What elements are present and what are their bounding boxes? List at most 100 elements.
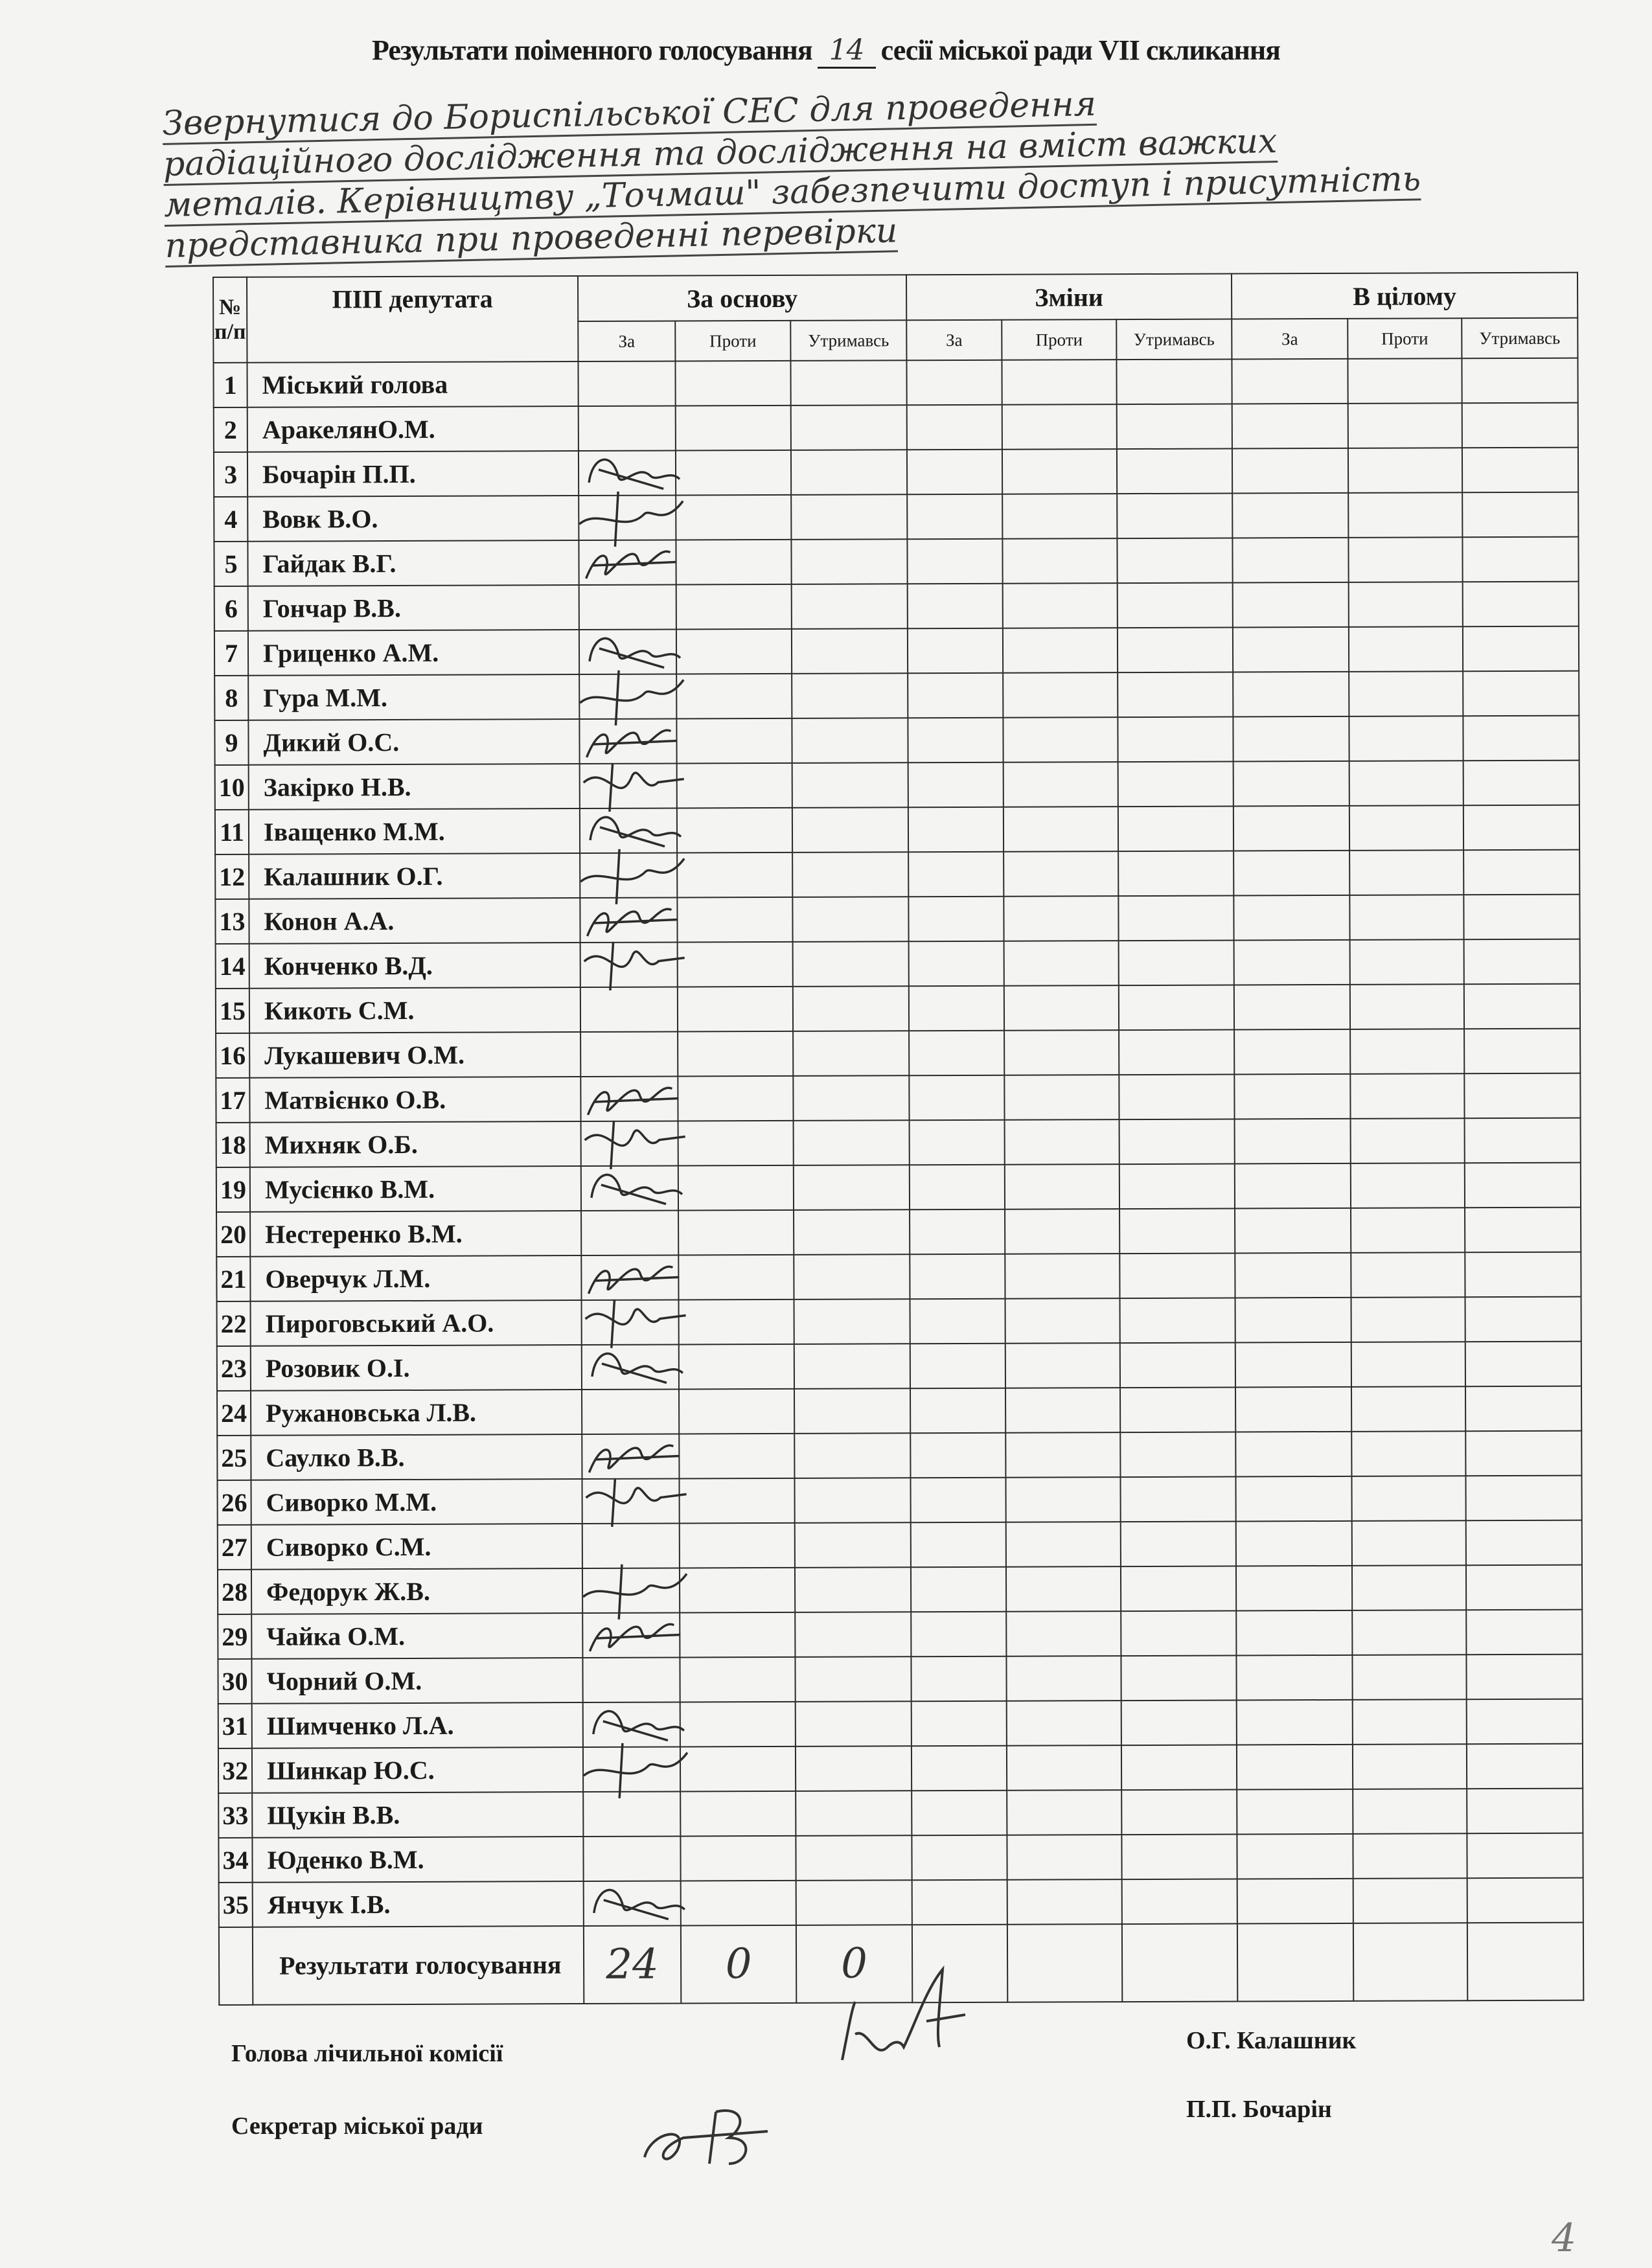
vote-cell (1462, 626, 1579, 672)
row-number: 14 (215, 943, 249, 989)
vote-cell (791, 494, 908, 540)
vote-cell (1351, 1476, 1466, 1521)
row-number: 30 (218, 1658, 252, 1704)
vote-cell (1007, 1879, 1122, 1925)
vote-cell (796, 1835, 912, 1881)
vote-cell (1005, 1566, 1121, 1612)
vote-cell (1462, 358, 1578, 404)
vote-cell (1234, 1163, 1351, 1209)
vote-cell (1006, 1656, 1121, 1701)
table-row: 22 Пироговський А.О. (216, 1296, 1581, 1348)
subcol-header: Утримавсь (790, 320, 907, 361)
vote-cell (581, 1299, 686, 1348)
signature (586, 1086, 679, 1116)
table-row: 2 АракелянО.М. (213, 402, 1578, 452)
table-row: 8 Гура М.М. (214, 670, 1579, 726)
table-row: 9 Дикий О.С. (214, 715, 1579, 765)
signature (579, 491, 684, 547)
vote-cell (1121, 1923, 1238, 2002)
row-number: 10 (214, 764, 249, 810)
vote-cell (1353, 1833, 1467, 1879)
subcol-header: Утримавсь (1462, 317, 1578, 359)
vote-cell (794, 1388, 911, 1434)
vote-cell (909, 1164, 1005, 1210)
vote-cell (579, 491, 684, 547)
row-number: 32 (218, 1748, 253, 1793)
vote-cell (1467, 1788, 1583, 1834)
table-row: 30 Чорний О.М. (218, 1654, 1583, 1704)
vote-cell (1462, 581, 1579, 627)
vote-cell (907, 494, 1003, 540)
vote-cell (793, 1165, 910, 1210)
vote-cell (912, 1879, 1007, 1925)
vote-cell (579, 670, 685, 726)
signature (582, 1564, 688, 1620)
vote-cell (1467, 1833, 1583, 1879)
vote-cell (909, 1119, 1005, 1165)
deputy-name: Чайка О.М. (251, 1613, 583, 1659)
vote-cell (1119, 1029, 1235, 1075)
vote-cell (580, 1165, 683, 1211)
vote-cell (1351, 1342, 1465, 1387)
counting-chair-name: О.Г. Калашник (1186, 2027, 1357, 2054)
vote-cell (1004, 1075, 1119, 1120)
deputy-name: Пироговський А.О. (250, 1300, 582, 1346)
vote-cell (1235, 1386, 1352, 1432)
vote-cell (1119, 1074, 1235, 1120)
row-number: 24 (217, 1390, 251, 1436)
signature (589, 816, 682, 848)
vote-cell (911, 1611, 1007, 1657)
vote-cell (1465, 1430, 1582, 1476)
signature (592, 1710, 685, 1742)
vote-cell (794, 1299, 910, 1344)
vote-cell (791, 628, 908, 674)
table-row: 26 Сиворко М.М. (217, 1475, 1582, 1527)
secretary-label: Секретар міської ради (231, 2113, 483, 2140)
deputy-name: Саулко В.В. (251, 1434, 582, 1480)
vote-cell (1232, 537, 1349, 583)
vote-cell (579, 629, 682, 675)
row-number: 25 (217, 1435, 251, 1480)
deputy-name: Шинкар Ю.С. (251, 1747, 584, 1793)
signature (588, 458, 681, 490)
vote-cell (1352, 1744, 1467, 1789)
counting-chair-label: Голова лічильної комісії (231, 2040, 503, 2067)
row-number: 2 (213, 407, 247, 452)
deputy-name: Оверчук Л.М. (250, 1255, 582, 1301)
subcol-header: Проти (675, 320, 791, 361)
row-number: 11 (214, 809, 249, 854)
vote-cell (908, 672, 1004, 718)
vote-cell (580, 849, 685, 904)
vote-cell (1116, 448, 1233, 494)
vote-cell (1121, 1789, 1237, 1835)
vote-cell (911, 1656, 1007, 1702)
vote-cell (1348, 448, 1463, 493)
session-number: 14 (817, 34, 876, 69)
table-row: 12 Калашник О.Г. (215, 849, 1580, 904)
vote-cell (1121, 1655, 1237, 1701)
vote-cell (1007, 1790, 1122, 1835)
vote-cell (1234, 1118, 1351, 1164)
vote-cell (1005, 1522, 1121, 1567)
vote-cell (908, 851, 1004, 897)
vote-cell (1351, 1520, 1466, 1566)
table-row: 34 Юденко В.М. (218, 1833, 1583, 1883)
vote-cell (1233, 850, 1350, 896)
result-proty: 0 (680, 1925, 797, 2004)
vote-cell (1118, 895, 1234, 941)
vote-cell (1120, 1476, 1236, 1522)
vote-cell (1007, 1835, 1122, 1880)
row-number: 31 (218, 1703, 252, 1748)
vote-cell (792, 941, 909, 987)
vote-cell (1463, 939, 1580, 985)
vote-cell (908, 896, 1004, 942)
vote-cell (1003, 672, 1118, 718)
vote-cell (1462, 402, 1578, 448)
table-row: 24 Ружановська Л.В. (217, 1386, 1582, 1436)
vote-cell (1349, 895, 1464, 940)
subcol-header: Проти (1002, 319, 1117, 360)
table-row: 21 Оверчук Л.М. (216, 1252, 1581, 1301)
signature (588, 1623, 681, 1652)
vote-cell (1463, 849, 1580, 895)
vote-cell (1464, 1162, 1581, 1208)
